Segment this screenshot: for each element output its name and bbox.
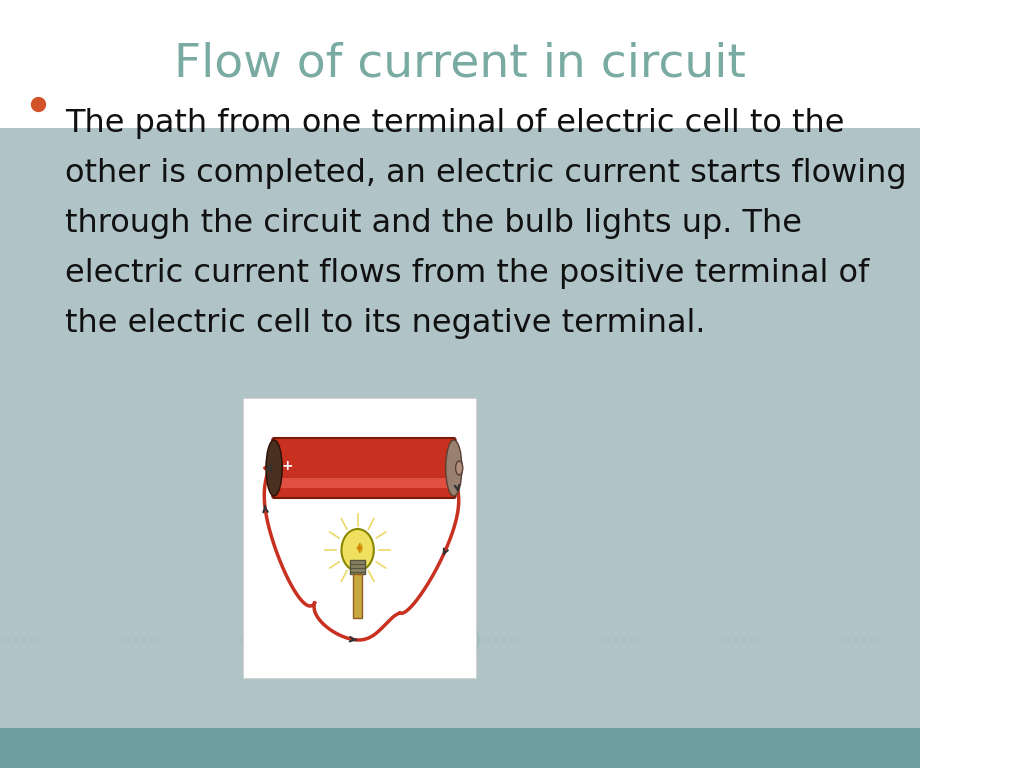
Ellipse shape — [456, 461, 463, 475]
Bar — [243, 398, 476, 678]
FancyBboxPatch shape — [272, 438, 456, 498]
Text: other is completed, an electric current starts flowing: other is completed, an electric current … — [65, 158, 906, 189]
Text: +: + — [282, 459, 293, 473]
Text: The path from one terminal of electric cell to the: The path from one terminal of electric c… — [65, 108, 844, 139]
Text: the electric cell to its negative terminal.: the electric cell to its negative termin… — [65, 308, 706, 339]
Bar — [0, 128, 921, 728]
Ellipse shape — [445, 440, 462, 496]
Circle shape — [442, 620, 478, 660]
Text: Flow of current in circuit: Flow of current in circuit — [174, 41, 746, 87]
Text: through the circuit and the bulb lights up. The: through the circuit and the bulb lights … — [65, 208, 802, 239]
Bar — [353, 574, 362, 618]
Bar — [350, 560, 365, 574]
Ellipse shape — [341, 529, 374, 571]
FancyBboxPatch shape — [274, 478, 452, 488]
Ellipse shape — [266, 440, 283, 496]
Bar — [0, 728, 921, 768]
Text: electric current flows from the positive terminal of: electric current flows from the positive… — [65, 258, 869, 289]
Bar — [0, 0, 921, 128]
